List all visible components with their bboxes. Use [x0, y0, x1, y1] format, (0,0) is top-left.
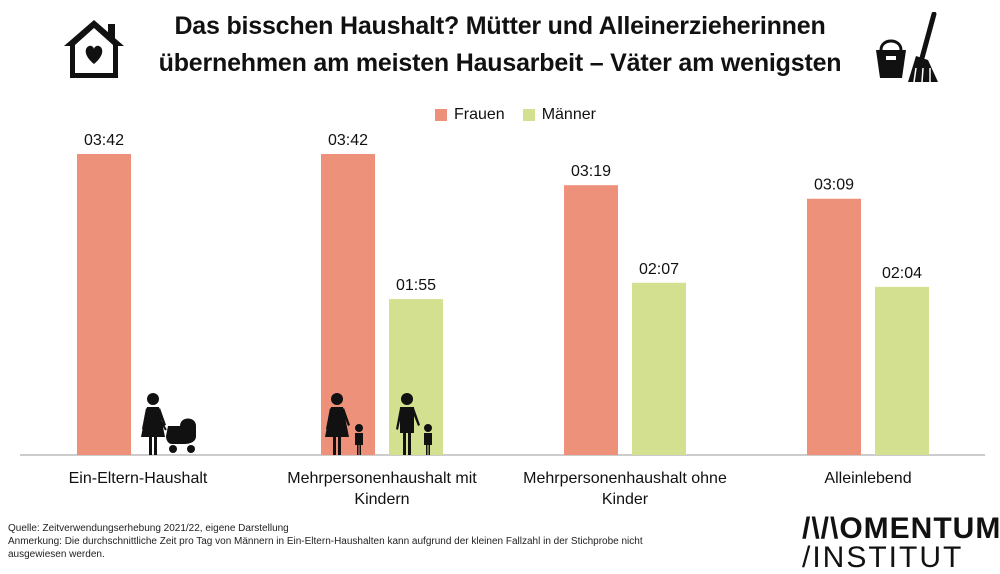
category-label-1-line-1: Ein-Eltern-Haushalt — [68, 470, 208, 487]
category-label-2-line-2: Kindern — [354, 491, 410, 508]
stroller-icon — [159, 418, 196, 453]
house-heart-icon — [64, 20, 124, 78]
data-label-maenner-2: 01:55 — [396, 277, 436, 294]
child-with-mother-icon — [355, 424, 363, 455]
legend-label-frauen: Frauen — [454, 106, 505, 123]
logo-line-2: /INSTITUT — [802, 541, 964, 574]
category-label-3-line-1: Mehrpersonenhaushalt ohne — [523, 470, 727, 487]
legend-swatch-maenner — [522, 109, 535, 121]
father-figure-icon — [396, 393, 420, 455]
bar-frauen-2 — [321, 154, 375, 455]
child-with-father-icon — [424, 424, 432, 455]
momentum-logo: /\/\OMENTUM /INSTITUT — [802, 512, 1000, 574]
bar-frauen-3 — [564, 185, 618, 455]
data-label-frauen-1: 03:42 — [84, 132, 124, 149]
chart-title: Das bisschen Haushalt? Mütter und Allein… — [120, 8, 880, 82]
category-label-2-line-1: Mehrpersonenhaushalt mit — [287, 470, 477, 487]
bar-frauen-4 — [807, 198, 861, 456]
legend-item-frauen: Frauen — [435, 106, 505, 124]
category-label-2: Mehrpersonenhaushalt mit Kindern — [262, 468, 502, 510]
bar-maenner-2 — [389, 299, 443, 455]
mother-icon — [141, 393, 166, 455]
bar-frauen-1 — [77, 154, 131, 455]
category-label-4: Alleinlebend — [748, 468, 988, 489]
data-label-frauen-3: 03:19 — [571, 163, 611, 180]
legend-swatch-frauen — [435, 109, 447, 121]
footer-notes: Quelle: Zeitverwendungserhebung 2021/22,… — [8, 522, 698, 561]
remark-note: Anmerkung: Die durchschnittliche Zeit pr… — [8, 536, 643, 560]
bucket-broom-icon — [876, 12, 938, 83]
logo-line-1: /\/\OMENTUM — [802, 512, 1000, 545]
source-note: Quelle: Zeitverwendungserhebung 2021/22,… — [8, 523, 289, 534]
data-label-maenner-3: 02:07 — [639, 261, 679, 278]
category-label-3-line-2: Kinder — [601, 491, 649, 508]
data-label-maenner-4: 02:04 — [882, 265, 922, 282]
bar-maenner-4 — [875, 286, 929, 455]
category-label-1: Ein-Eltern-Haushalt — [18, 468, 258, 489]
category-label-3: Mehrpersonenhaushalt ohne Kinder — [505, 468, 745, 510]
legend: Frauen Männer — [435, 106, 596, 124]
legend-label-maenner: Männer — [541, 106, 596, 123]
data-label-frauen-2: 03:42 — [328, 132, 368, 149]
data-label-frauen-4: 03:09 — [814, 177, 854, 194]
category-label-4-line-1: Alleinlebend — [824, 470, 912, 487]
mother-figure-icon — [325, 393, 350, 455]
legend-item-maenner: Männer — [522, 106, 596, 124]
title-line-1: Das bisschen Haushalt? Mütter und Allein… — [174, 12, 826, 40]
title-line-2: übernehmen am meisten Hausarbeit – Väter… — [158, 49, 842, 77]
bar-maenner-3 — [632, 282, 686, 455]
